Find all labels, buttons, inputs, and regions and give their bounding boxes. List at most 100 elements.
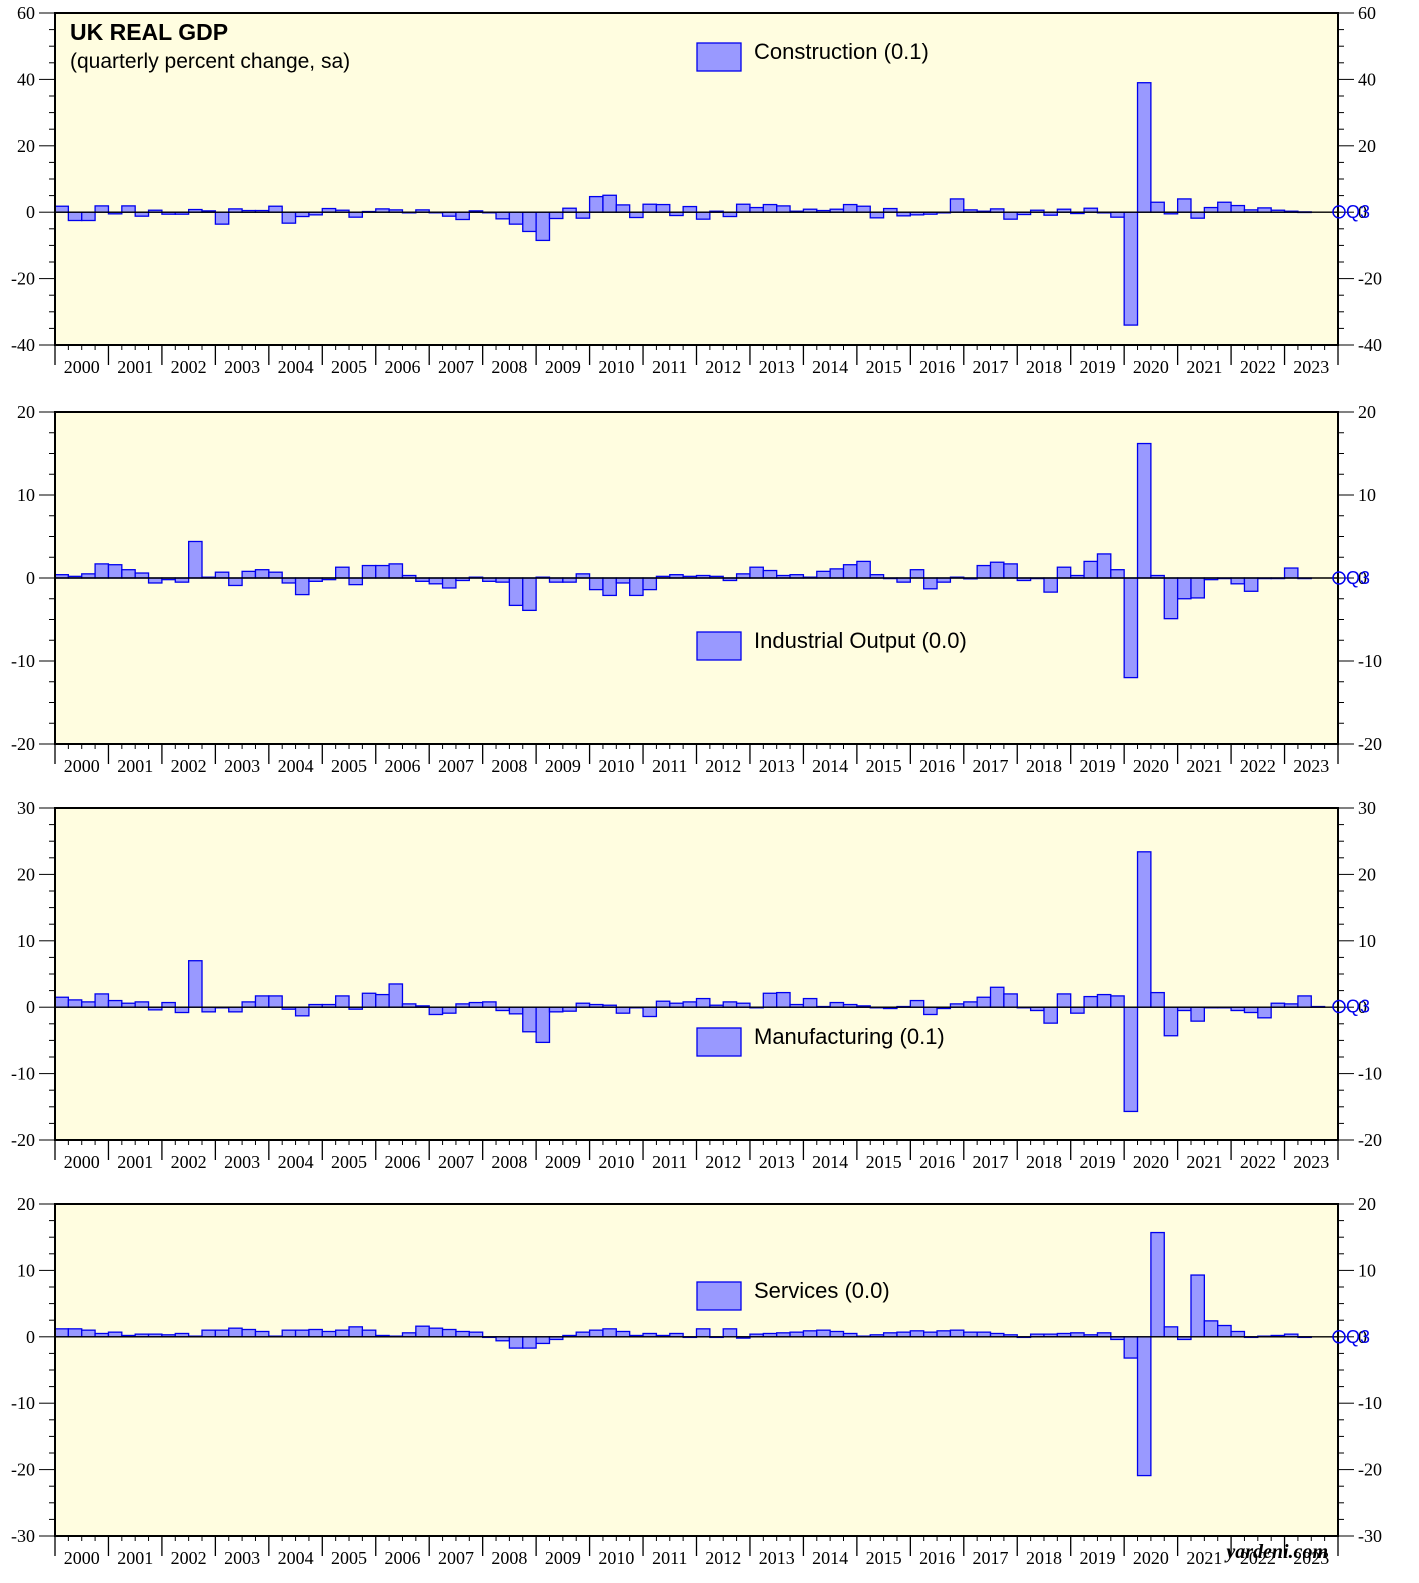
bar xyxy=(695,211,711,220)
x-tick-label: 2020 xyxy=(1133,357,1169,377)
bar xyxy=(294,1329,310,1338)
bar xyxy=(428,1006,444,1016)
bar xyxy=(816,570,831,579)
x-tick-label: 2011 xyxy=(652,756,687,776)
y-tick-label-right: -20 xyxy=(1358,269,1382,289)
bar xyxy=(81,211,96,222)
bar xyxy=(107,999,123,1008)
x-tick-label: 2008 xyxy=(491,1548,527,1568)
x-tick-label: 2017 xyxy=(973,1152,1009,1172)
y-tick-label-right: 10 xyxy=(1358,485,1376,505)
bar xyxy=(602,194,617,213)
bar xyxy=(388,983,404,1008)
bar xyxy=(776,205,791,213)
x-tick-label: 2012 xyxy=(705,357,741,377)
y-tick-label-right: 10 xyxy=(1358,1260,1376,1280)
bar xyxy=(655,203,671,213)
bar xyxy=(228,1327,243,1338)
y-tick-label-right: -10 xyxy=(1358,651,1382,671)
bar xyxy=(1110,995,1125,1008)
legend-label: Manufacturing (0.1) xyxy=(754,1024,945,1049)
y-tick-label-right: 20 xyxy=(1358,402,1376,422)
y-tick-label-right: 20 xyxy=(1358,1194,1376,1214)
y-tick-label-left: 10 xyxy=(17,1260,35,1280)
bar xyxy=(588,1329,604,1338)
x-tick-label: 2014 xyxy=(812,1548,848,1568)
bar xyxy=(1217,1324,1232,1338)
bar xyxy=(67,999,83,1008)
bar xyxy=(762,992,778,1008)
y-tick-label-left: 0 xyxy=(26,202,35,222)
y-tick-label-right: 0 xyxy=(1358,1327,1367,1347)
bar xyxy=(455,211,470,221)
bar xyxy=(842,203,858,213)
bar xyxy=(816,1329,831,1338)
x-tick-label: 2004 xyxy=(278,1152,314,1172)
bar xyxy=(695,997,711,1008)
bar xyxy=(1043,577,1058,593)
y-tick-label-left: 10 xyxy=(17,485,35,505)
bar xyxy=(869,211,885,219)
bar xyxy=(1003,993,1018,1008)
bar xyxy=(268,995,283,1008)
x-tick-label: 2017 xyxy=(973,756,1009,776)
x-tick-label: 2005 xyxy=(331,1548,367,1568)
bar-series xyxy=(54,411,1339,745)
bar xyxy=(94,205,110,213)
bar xyxy=(682,1001,698,1008)
x-tick-label: 2014 xyxy=(812,1152,848,1172)
x-tick-label: 2015 xyxy=(866,1548,902,1568)
x-tick-label: 2010 xyxy=(598,357,634,377)
bar xyxy=(1110,569,1125,579)
x-tick-label: 2006 xyxy=(384,1152,420,1172)
bar xyxy=(134,1001,150,1008)
x-tick-label: 2017 xyxy=(973,357,1009,377)
x-tick-label: 2012 xyxy=(705,1548,741,1568)
bar xyxy=(415,1325,430,1338)
bar xyxy=(1003,563,1018,579)
y-axis-ticks: -30 -30 -20 -20 -10 -10 0 0 10 10 20 20 xyxy=(11,1194,1382,1546)
bar xyxy=(508,577,524,607)
y-tick-label-left: 0 xyxy=(26,1327,35,1347)
y-tick-label-left: 20 xyxy=(17,402,35,422)
bar xyxy=(187,540,203,579)
x-tick-label: 2022 xyxy=(1240,1548,1276,1568)
bar xyxy=(508,1336,524,1349)
bar xyxy=(348,211,364,218)
x-tick-label: 2001 xyxy=(117,357,153,377)
bar xyxy=(695,1328,711,1338)
bar xyxy=(923,577,938,590)
bar xyxy=(629,211,644,219)
x-tick-label: 2015 xyxy=(866,357,902,377)
y-tick-label-right: -20 xyxy=(1358,1460,1382,1480)
bar xyxy=(1150,991,1165,1008)
bar xyxy=(67,1328,83,1338)
x-tick-label: 2000 xyxy=(64,756,100,776)
y-tick-label-left: -20 xyxy=(11,1460,35,1480)
y-tick-label-left: -30 xyxy=(11,1526,35,1546)
bar xyxy=(94,993,110,1008)
bar xyxy=(1190,1006,1205,1022)
source-credit: yardeni.com xyxy=(1224,1541,1328,1563)
bar xyxy=(1257,1006,1272,1019)
y-tick-label-left: 0 xyxy=(26,568,35,588)
bar xyxy=(642,1006,658,1018)
end-marker xyxy=(1332,571,1346,585)
x-tick-label: 2008 xyxy=(491,1152,527,1172)
bar xyxy=(535,1336,551,1345)
bar xyxy=(1190,577,1205,599)
x-tick-label: 2010 xyxy=(598,756,634,776)
bar xyxy=(375,564,390,579)
bar xyxy=(201,1329,217,1338)
x-tick-label: 2007 xyxy=(438,1152,474,1172)
x-tick-label: 2021 xyxy=(1186,1548,1222,1568)
bar xyxy=(1243,577,1259,592)
bar xyxy=(909,569,925,579)
x-tick-label: 2016 xyxy=(919,357,955,377)
bar xyxy=(254,1330,270,1338)
legend: Manufacturing (0.1) xyxy=(696,1024,945,1057)
bar xyxy=(348,1326,364,1338)
bar xyxy=(1150,1231,1165,1338)
end-label: Q3 xyxy=(1346,202,1370,222)
